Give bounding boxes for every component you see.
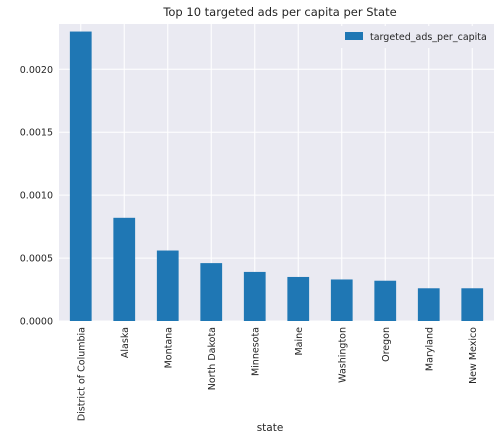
bar-north-dakota: [200, 263, 223, 321]
x-tick-label-oregon: Oregon: [381, 327, 392, 362]
bar-oregon: [374, 280, 397, 321]
bars: [69, 31, 484, 322]
x-axis-label: state: [257, 422, 284, 434]
x-tick-label-new-mexico: New Mexico: [468, 327, 479, 384]
x-tick-label-north-dakota: North Dakota: [207, 327, 218, 390]
x-axis-ticks: District of Columbia Alaska Montana North D…: [76, 327, 479, 421]
bar-alaska: [113, 217, 136, 321]
legend: targeted_ads_per_capita: [337, 26, 487, 48]
legend-label-targeted-ads-per-capita: targeted_ads_per_capita: [370, 32, 487, 43]
x-tick-label-minnesota: Minnesota: [250, 327, 261, 376]
y-axis-ticks: 0.0000 0.0005 0.0010 0.0015 0.0020: [20, 65, 53, 328]
y-tick-label-3: 0.0015: [20, 128, 53, 139]
x-tick-label-district-of-columbia: District of Columbia: [76, 327, 87, 421]
legend-box: [337, 26, 487, 48]
x-tick-label-montana: Montana: [163, 327, 174, 368]
bar-district-of-columbia: [69, 31, 92, 322]
bar-minnesota: [243, 271, 266, 321]
chart-title: Top 10 targeted ads per capita per State: [162, 5, 396, 19]
bar-montana: [156, 250, 179, 321]
x-tick-label-washington: Washington: [337, 327, 348, 383]
legend-swatch: [345, 32, 363, 40]
x-tick-label-alaska: Alaska: [120, 327, 131, 358]
y-tick-label-1: 0.0005: [20, 254, 53, 265]
bar-maine: [287, 276, 310, 321]
x-tick-label-maryland: Maryland: [424, 327, 435, 371]
bar-washington: [330, 279, 353, 321]
x-tick-label-maine: Maine: [294, 327, 305, 356]
y-tick-label-2: 0.0010: [20, 191, 53, 202]
y-tick-label-0: 0.0000: [20, 317, 53, 328]
y-tick-label-4: 0.0020: [20, 65, 53, 76]
gridlines: [59, 24, 494, 322]
bar-new-mexico: [461, 288, 484, 321]
bar-maryland: [417, 288, 440, 321]
